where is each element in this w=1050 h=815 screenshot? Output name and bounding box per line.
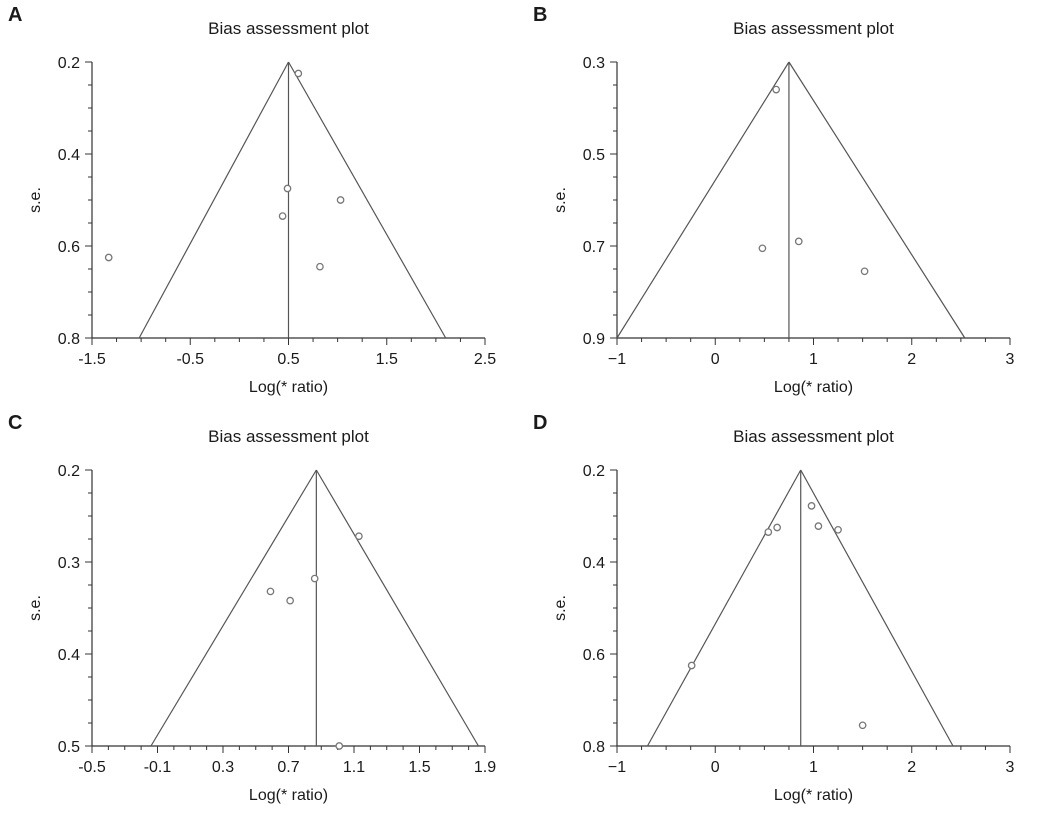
funnel-left-boundary [138,61,290,339]
y-tick-label: 0.8 [583,739,605,756]
study-point [758,244,767,253]
y-axis-label: s.e. [552,187,569,213]
x-tick-label: −1 [608,759,626,776]
funnel-plot-panel-c: C Bias assessment plot 0.2 0.3 0.4 0.5 -0.5 -0… [0,408,525,815]
x-tick-label: 0.5 [277,351,299,368]
panel-letter: B [533,4,548,26]
x-tick-label: 1.5 [376,351,398,368]
study-point [794,237,803,246]
study-point [858,721,867,730]
funnel-right-boundary [287,61,447,339]
study-point [335,742,344,750]
study-point [687,661,696,670]
y-tick-label: 0.9 [583,331,605,348]
study-point [764,528,773,536]
funnel-plot-d: Bias assessment plot 0.2 0.4 0.6 0.8−1 0 1 2 3 Lo… [552,427,1015,804]
x-tick-label: 3 [1006,759,1015,776]
study-point [286,596,294,605]
y-tick-label: 0.4 [58,147,80,164]
study-point [278,212,287,220]
y-tick-label: 0.2 [58,463,80,480]
y-tick-label: 0.7 [583,239,605,256]
y-tick-label: 0.3 [583,55,605,72]
funnel-plot-a: Bias assessment plot 0.2 0.4 0.6 0.8 -1.5 -0.5… [27,19,496,396]
study-point [860,267,869,276]
panel-letter: A [8,4,23,26]
study-point [834,525,842,534]
chart-title: Bias assessment plot [733,427,894,446]
x-tick-label: 2 [907,759,916,776]
x-tick-label: 0 [711,351,720,368]
panel-letter: D [533,412,548,434]
funnel-right-boundary [800,469,954,747]
x-tick-label: -0.5 [176,351,204,368]
x-tick-label: 3 [1006,351,1015,368]
y-tick-label: 0.6 [58,239,80,256]
y-tick-label: 0.4 [583,555,605,572]
funnel-left-boundary [150,469,317,747]
funnel-plot-panel-d: D Bias assessment plot 0.2 0.4 0.6 0.8 −1 0 1 2 3… [525,408,1050,815]
chart-title: Bias assessment plot [208,427,369,446]
study-point [336,196,345,204]
x-tick-label: 1.5 [408,759,430,776]
x-tick-label: -1.5 [78,351,106,368]
funnel-left-boundary [616,61,790,339]
funnel-plot-c: Bias assessment plot 0.2 0.3 0.4 0.5 -0.5 -0.1… [27,427,496,804]
study-point [310,574,319,583]
chart-title: Bias assessment plot [208,19,369,38]
study-point [266,587,275,596]
x-tick-label: 0.7 [277,759,299,776]
x-tick-label: 0 [711,759,720,776]
y-axis-label: s.e. [27,187,44,213]
study-point [355,532,363,541]
y-tick-label: 0.5 [583,147,605,164]
x-tick-label: 1.1 [343,759,365,776]
x-tick-label: 2 [907,351,916,368]
study-point [104,253,113,262]
x-tick-label: 1 [809,351,818,368]
chart-title: Bias assessment plot [733,19,894,38]
study-point [814,522,823,530]
y-tick-label: 0.8 [58,331,80,348]
panel-letter: C [8,412,23,434]
x-tick-label: 2.5 [474,351,496,368]
funnel-plot-panel-a: A Bias assessment plot 0.2 0.4 0.6 0.8 -1.5 -0… [0,0,525,407]
y-axis-label: s.e. [552,595,569,621]
funnel-left-boundary [646,469,802,747]
x-tick-label: -0.1 [144,759,172,776]
x-tick-label: 1.9 [474,759,496,776]
x-axis-label: Log(* ratio) [249,379,328,396]
study-point [773,523,781,532]
y-tick-label: 0.4 [58,647,80,664]
study-point [807,502,816,510]
funnel-plot-b: Bias assessment plot 0.3 0.5 0.7 0.9−1 0 1 2 3 Lo… [552,19,1015,396]
study-point [283,184,292,193]
x-tick-label: -0.5 [78,759,106,776]
funnel-right-boundary [788,61,966,339]
y-tick-label: 0.2 [583,463,605,480]
y-tick-label: 0.2 [58,55,80,72]
y-tick-label: 0.5 [58,739,80,756]
study-point [294,69,303,78]
funnel-plot-panel-b: B Bias assessment plot 0.3 0.5 0.7 0.9 −1 0 1 2 3… [525,0,1050,407]
x-axis-label: Log(* ratio) [249,787,328,804]
study-point [772,85,781,94]
x-axis-label: Log(* ratio) [774,787,853,804]
x-tick-label: 1 [809,759,818,776]
study-point [316,262,324,271]
y-tick-label: 0.3 [58,555,80,572]
y-axis-label: s.e. [27,595,44,621]
y-tick-label: 0.6 [583,647,605,664]
x-tick-label: 0.3 [212,759,234,776]
x-axis-label: Log(* ratio) [774,379,853,396]
funnel-right-boundary [315,469,479,747]
x-tick-label: −1 [608,351,626,368]
